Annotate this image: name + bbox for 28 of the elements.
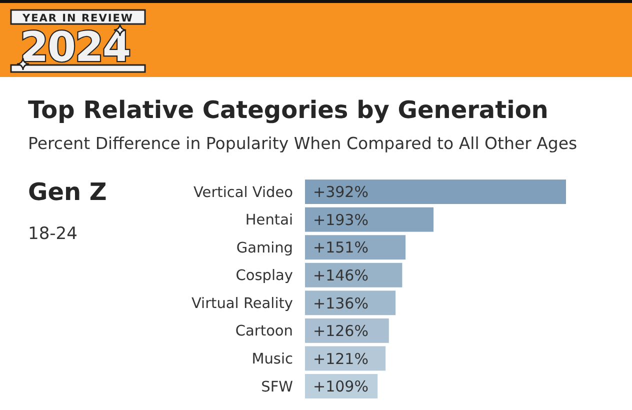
data-label: +136% (313, 294, 368, 312)
data-label: +109% (313, 378, 368, 396)
text: 2024 (20, 23, 130, 71)
bar (305, 346, 386, 371)
text: Gen Z (28, 178, 107, 206)
data-label: +146% (313, 266, 368, 285)
y-tick-label: Hentai (245, 212, 293, 229)
y-tick-label: Vertical Video (193, 184, 294, 201)
chart-subtitle: Percent Difference in Popularity When Compared to All Other Ages (28, 134, 578, 153)
y-tick-label: Cartoon (235, 324, 293, 340)
y-tick-label: Virtual Reality (191, 296, 294, 312)
data-label: +126% (313, 322, 368, 340)
data-label: +193% (313, 210, 368, 229)
y-tick-label: SFW (261, 379, 293, 396)
bar (305, 262, 402, 288)
bar (305, 290, 396, 316)
bar (305, 180, 566, 204)
data-label: +392% (313, 183, 368, 202)
y-tick-label: Music (252, 352, 294, 368)
chart-title: Top Relative Categories by Generation (28, 96, 548, 124)
data-label: +151% (313, 238, 368, 257)
bar (305, 207, 434, 232)
text: YEAR IN REVIEW (21, 12, 134, 24)
text: 18-24 (28, 224, 78, 244)
bar (305, 235, 406, 260)
data-label: +121% (313, 350, 368, 368)
y-tick-label: Gaming (236, 240, 293, 256)
y-tick-label: Cosplay (236, 268, 294, 284)
